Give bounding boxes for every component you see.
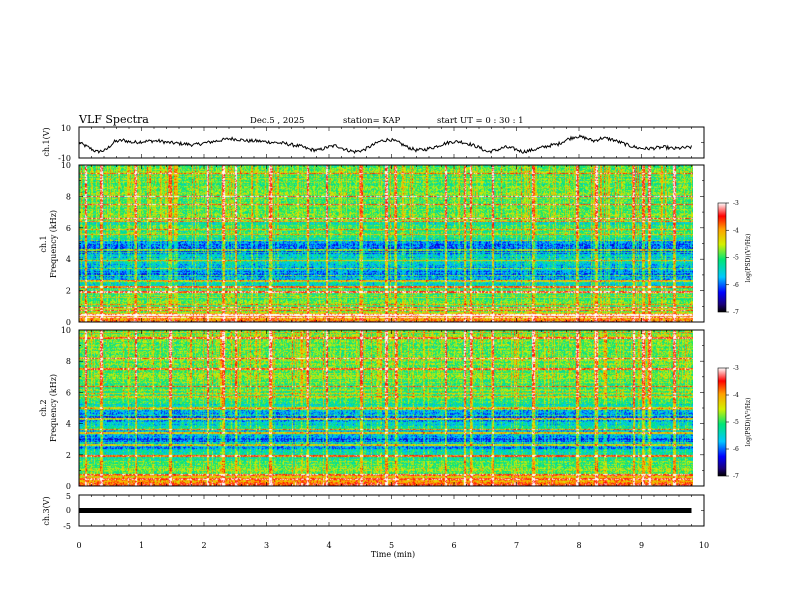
ch1-colorbar: -3 -4 -5 -6 -7 log(PSD)(V²/Hz) (717, 200, 752, 316)
header-station: station= KAP (343, 116, 401, 126)
ch1-spec-ytick-label: 4 (66, 255, 71, 264)
ch2-spectrogram-image (79, 330, 693, 486)
x-tick-label: 0 (76, 541, 81, 550)
ch2-spectrogram-panel: 0 2 4 6 8 10 ch.2 Frequency (kHz) (39, 326, 705, 491)
ch1-waveform-panel: 10 -10 ch.1(V) (42, 124, 705, 163)
x-tick-label: 10 (699, 541, 709, 550)
ch1-colorbar-tick-label: -6 (733, 282, 739, 289)
ch2-colorbar-tick-label: -3 (733, 365, 739, 372)
x-tick-label: 2 (201, 541, 206, 550)
chart-title: VLF Spectra (78, 113, 149, 126)
ch1-spec-ytick-label: 2 (66, 287, 71, 296)
ch1-spectrogram-image (79, 165, 693, 322)
ch2-colorbar-label: log(PSD)(V²/Hz) (745, 398, 752, 447)
x-tick-label: 9 (639, 541, 644, 550)
ch1-spec-ylabel: ch.1 (39, 235, 48, 252)
ch1-colorbar-tick-label: -4 (733, 227, 739, 234)
ch3-trace-line (79, 508, 692, 513)
ch2-colorbar: -3 -4 -5 -6 -7 log(PSD)(V²/Hz) (717, 365, 752, 480)
ch1-spec-ytick-label: 8 (66, 192, 71, 201)
x-tick-label: 7 (514, 541, 519, 550)
header-date: Dec.5 , 2025 (250, 116, 304, 126)
x-tick-label: 6 (451, 541, 456, 550)
x-tick-label: 5 (389, 541, 394, 550)
ch2-spec-ytick-label: 6 (66, 388, 71, 397)
ch2-spec-ylabel2: Frequency (kHz) (49, 374, 58, 442)
x-tick-label: 8 (576, 541, 581, 550)
ch2-spec-ytick-label: 2 (66, 451, 71, 460)
x-tick-label: 3 (264, 541, 269, 550)
ch3-trace-panel: 5 0 -5 ch.3(V) Time (min) (42, 492, 705, 559)
ch1-spec-ytick-label: 10 (61, 161, 71, 170)
ch1-colorbar-tick-label: -5 (733, 255, 739, 262)
ch1-colorbar-tick-label: -3 (733, 200, 739, 207)
ch1-waveform-line (78, 134, 692, 155)
ch3-ytick-top: 5 (66, 492, 71, 501)
ch2-colorbar-tick-label: -5 (733, 419, 739, 426)
ch3-ytick-bottom: -5 (63, 522, 71, 531)
ch1-spec-ytick-label: 6 (66, 224, 71, 233)
ch1-spectrogram-panel: 0 2 4 6 8 10 ch.1 Frequency (kHz) (39, 161, 705, 327)
x-tick-label: 1 (139, 541, 144, 550)
ch2-colorbar-tick-label: -4 (733, 392, 739, 399)
ch1-ylabel: ch.1(V) (42, 127, 51, 156)
ch2-spec-ytick-label: 8 (66, 357, 71, 366)
ch2-colorbar-tick-label: -6 (733, 446, 739, 453)
header-start-ut: start UT = 0 : 30 : 1 (437, 116, 524, 126)
ch1-spec-ylabel2: Frequency (kHz) (49, 210, 58, 278)
x-axis-label: Time (min) (371, 550, 415, 559)
ch1-spec-ytick-label: 0 (66, 318, 71, 327)
ch2-spec-ytick-label: 4 (66, 420, 71, 429)
ch1-ytick-top: 10 (61, 124, 71, 133)
ch2-spec-ylabel: ch.2 (39, 399, 48, 416)
ch3-ylabel: ch.3(V) (42, 496, 51, 525)
ch2-colorbar-tick-label: -7 (733, 473, 739, 480)
ch1-colorbar-label: log(PSD)(V²/Hz) (745, 234, 752, 283)
ch1-colorbar-tick-label: -7 (733, 309, 739, 316)
ch2-spec-ytick-label: 0 (66, 482, 71, 491)
ch2-spec-ytick-label: 10 (61, 326, 71, 335)
ch3-ytick-mid: 0 (66, 506, 71, 515)
ch1-ytick-bottom: -10 (58, 154, 71, 163)
x-tick-label: 4 (326, 541, 331, 550)
